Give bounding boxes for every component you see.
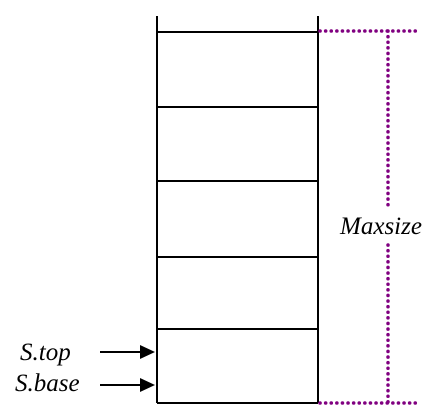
maxsize-dimension — [318, 29, 420, 405]
base-pointer: S.base — [15, 370, 155, 397]
base-arrow-head — [140, 378, 155, 392]
top-label: S.top — [20, 339, 71, 366]
top-arrow-head — [140, 345, 155, 359]
top-pointer: S.top — [20, 339, 155, 366]
stack-container — [156, 16, 319, 403]
stack-slots — [157, 31, 318, 404]
base-label: S.base — [15, 370, 80, 397]
maxsize-label: Maxsize — [339, 213, 422, 240]
